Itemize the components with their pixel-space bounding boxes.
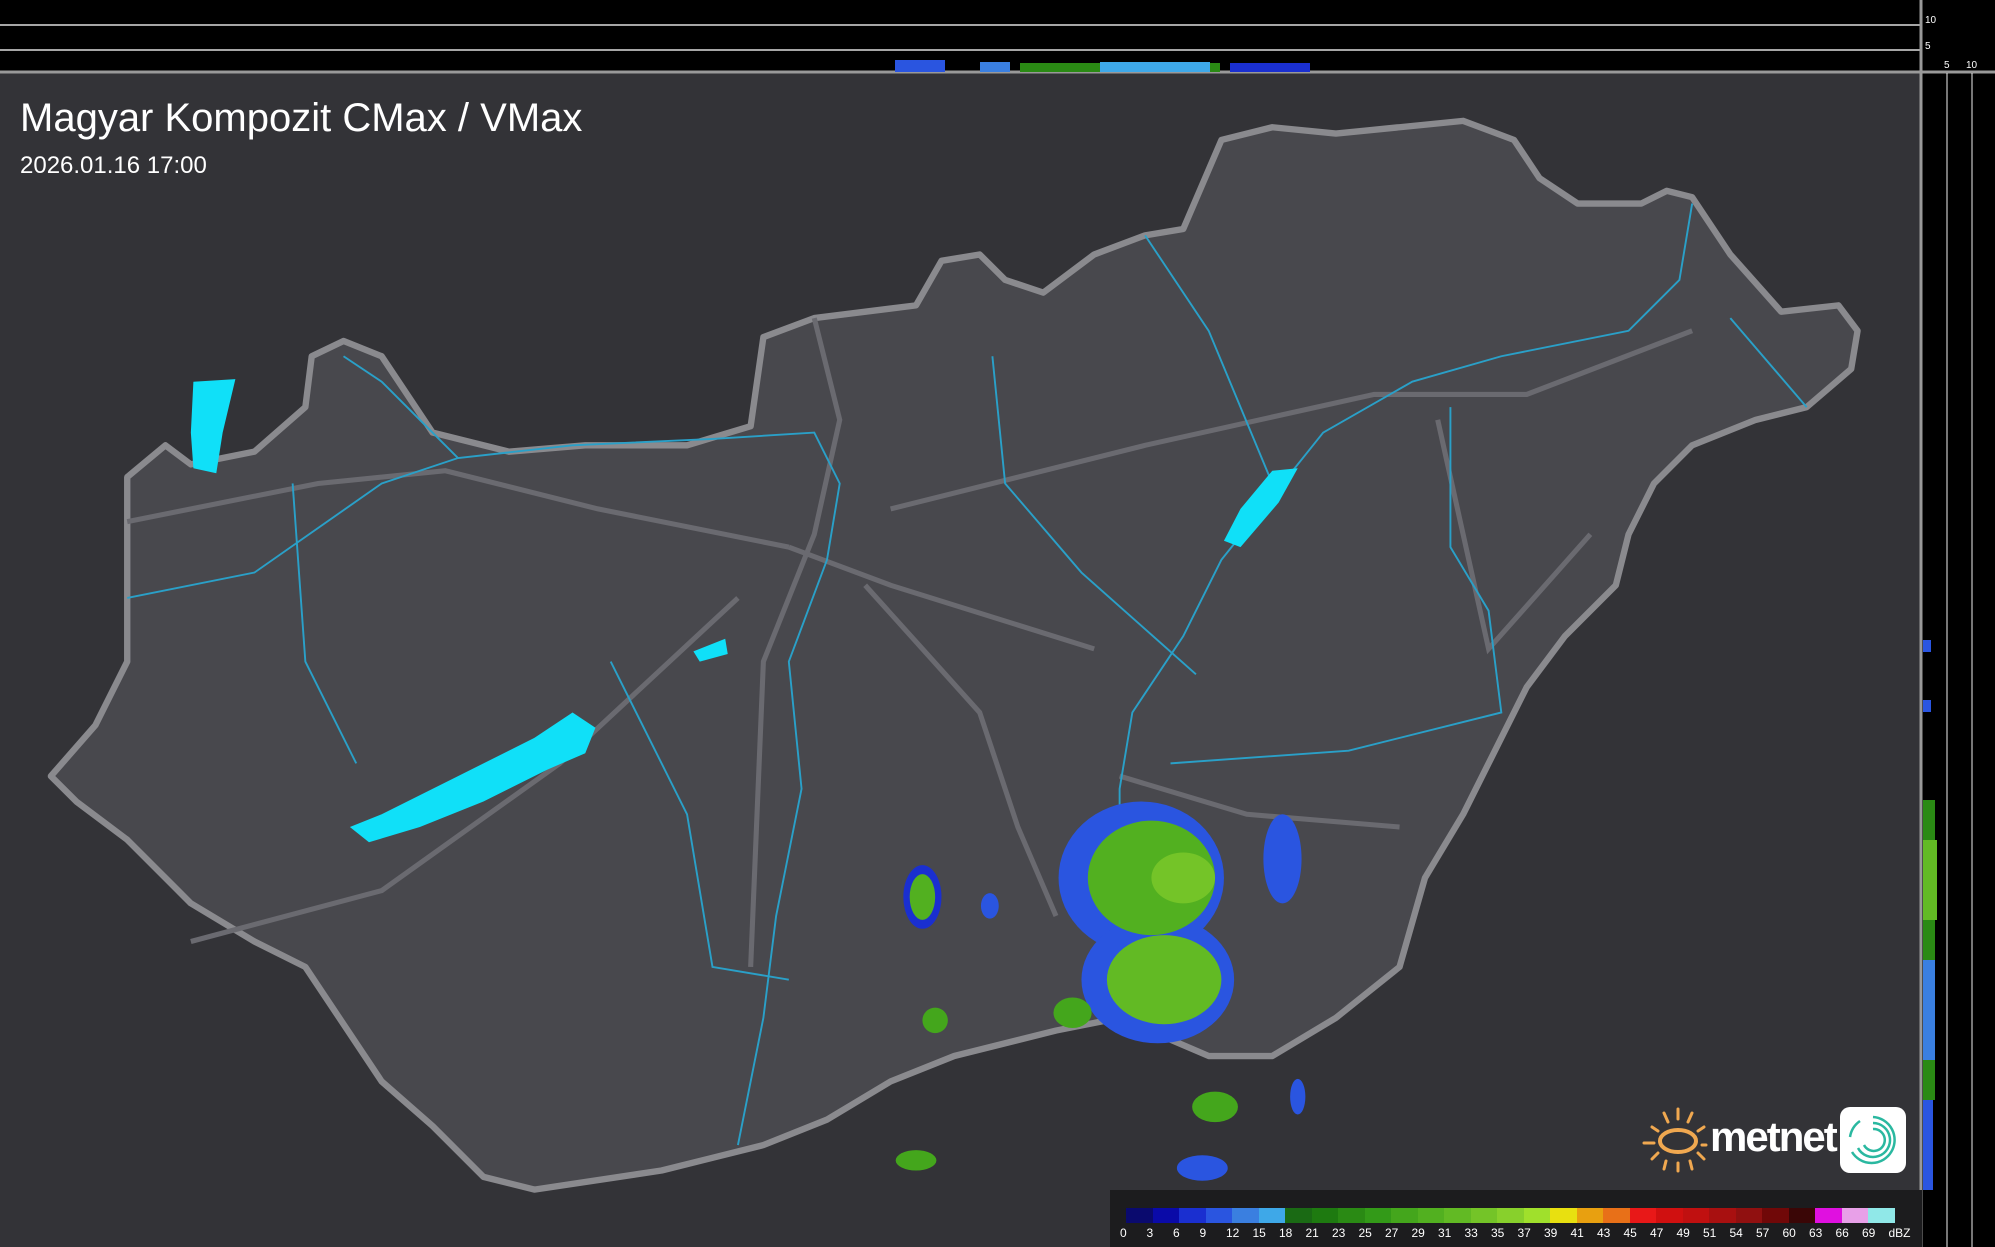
lake-ferto — [190, 379, 236, 474]
sun-icon — [1642, 1107, 1708, 1173]
legend-unit: dBZ — [1888, 1226, 1911, 1240]
legend-tick: 31 — [1438, 1226, 1452, 1240]
legend-swatch — [1868, 1208, 1895, 1223]
legend-swatch — [1682, 1208, 1709, 1223]
legend-swatch — [1762, 1208, 1789, 1223]
legend-tick: 3 — [1146, 1226, 1154, 1240]
dbz-legend: 0 3 6 9 12 15 18 21 23 25 27 29 31 33 35 37 39 41 43 45 47 49… — [1110, 1190, 1922, 1247]
legend-tick: 54 — [1729, 1226, 1743, 1240]
legend-swatch — [1232, 1208, 1259, 1223]
legend-tick: 47 — [1650, 1226, 1664, 1240]
hungary-country-shape — [47, 117, 1861, 1193]
legend-swatch — [1338, 1208, 1365, 1223]
legend-swatch — [1788, 1208, 1815, 1223]
legend-tick: 57 — [1756, 1226, 1770, 1240]
legend-tick: 66 — [1835, 1226, 1849, 1240]
legend-swatch — [1603, 1208, 1630, 1223]
profile-tick-right: 10 — [1966, 60, 1978, 71]
legend-swatch — [1550, 1208, 1577, 1223]
legend-tick: 51 — [1703, 1226, 1717, 1240]
legend-swatch — [1152, 1208, 1179, 1223]
legend-swatch — [1629, 1208, 1656, 1223]
legend-swatch — [1497, 1208, 1524, 1223]
lake-velence — [693, 638, 728, 662]
legend-swatch — [1285, 1208, 1312, 1223]
legend-tick: 27 — [1385, 1226, 1399, 1240]
legend-tick: 35 — [1491, 1226, 1505, 1240]
legend-swatch — [1841, 1208, 1868, 1223]
legend-swatch — [1523, 1208, 1550, 1223]
legend-swatch — [1311, 1208, 1338, 1223]
legend-tick: 33 — [1464, 1226, 1478, 1240]
legend-swatch — [1126, 1208, 1153, 1223]
radar-echoes — [895, 801, 1306, 1181]
legend-swatch — [1205, 1208, 1232, 1223]
county-borders — [126, 317, 1694, 968]
swirl-icon — [1848, 1115, 1896, 1165]
legend-swatch — [1576, 1208, 1603, 1223]
map-timestamp: 2026.01.16 17:00 — [20, 152, 207, 179]
legend-tick: 43 — [1597, 1226, 1611, 1240]
legend-tick: 9 — [1199, 1226, 1207, 1240]
lakes — [190, 379, 1298, 843]
legend-tick: 41 — [1570, 1226, 1584, 1240]
legend-tick: 15 — [1252, 1226, 1266, 1240]
legend-swatch — [1656, 1208, 1683, 1223]
legend-color-bar — [1126, 1208, 1895, 1223]
legend-tick: 12 — [1226, 1226, 1240, 1240]
profile-tick-top: 10 — [1925, 15, 1937, 26]
right-profile-echoes — [1923, 640, 1937, 1190]
legend-swatch — [1470, 1208, 1497, 1223]
legend-swatch — [1391, 1208, 1418, 1223]
legend-swatch — [1179, 1208, 1206, 1223]
legend-ticks: 0 3 6 9 12 15 18 21 23 25 27 29 31 33 35 37 39 41 43 45 47 49… — [1120, 1226, 1911, 1240]
legend-tick: 0 — [1120, 1226, 1127, 1240]
legend-swatch — [1258, 1208, 1285, 1223]
metnet-logo: metnet — [1640, 1105, 1906, 1180]
legend-swatch — [1364, 1208, 1391, 1223]
legend-tick: 37 — [1517, 1226, 1531, 1240]
legend-tick: 60 — [1782, 1226, 1796, 1240]
legend-tick: 25 — [1358, 1226, 1372, 1240]
app-icon — [1840, 1107, 1906, 1173]
profile-tick-top: 5 — [1925, 41, 1931, 52]
legend-tick: 6 — [1173, 1226, 1180, 1240]
legend-tick: 39 — [1544, 1226, 1558, 1240]
legend-tick: 23 — [1332, 1226, 1346, 1240]
legend-swatch — [1815, 1208, 1842, 1223]
legend-swatch — [1444, 1208, 1471, 1223]
lake-balaton — [349, 712, 596, 843]
brand-name: metnet — [1710, 1113, 1838, 1160]
legend-tick: 21 — [1305, 1226, 1319, 1240]
top-profile-echoes — [895, 60, 1310, 72]
map-title: Magyar Kompozit CMax / VMax — [20, 96, 583, 140]
legend-tick: 69 — [1862, 1226, 1876, 1240]
profile-tick-right: 5 — [1944, 60, 1950, 71]
legend-tick: 49 — [1676, 1226, 1690, 1240]
legend-swatch — [1417, 1208, 1444, 1223]
legend-tick: 18 — [1279, 1226, 1293, 1240]
legend-swatch — [1709, 1208, 1736, 1223]
legend-tick: 45 — [1623, 1226, 1637, 1240]
legend-tick: 29 — [1411, 1226, 1425, 1240]
legend-swatch — [1735, 1208, 1762, 1223]
legend-tick: 63 — [1809, 1226, 1823, 1240]
lake-tisza — [1223, 468, 1298, 548]
